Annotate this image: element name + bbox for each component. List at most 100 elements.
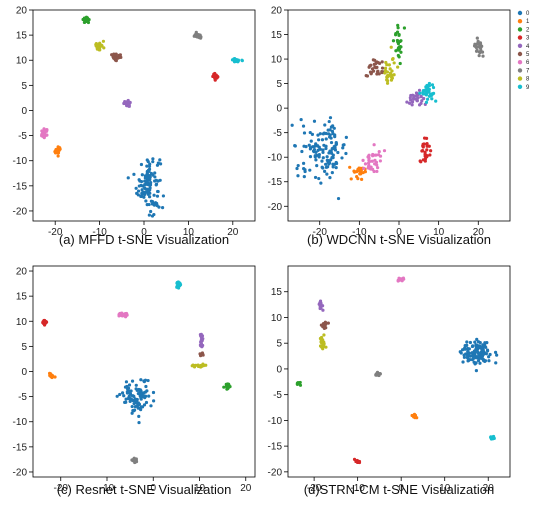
- cluster-0-point: [323, 169, 327, 173]
- cluster-0-point: [136, 189, 141, 193]
- cluster-0-point: [316, 133, 320, 137]
- cluster-0-point: [494, 361, 498, 365]
- x-tick-label: 10: [194, 483, 206, 494]
- cluster-4-point: [411, 97, 416, 101]
- cluster-0-point: [143, 176, 147, 180]
- y-tick-label: 0: [21, 367, 27, 378]
- panel-2-points: [290, 23, 485, 201]
- cluster-0-point: [115, 394, 119, 398]
- cluster-1-point: [48, 373, 52, 378]
- cluster-6-point: [42, 129, 46, 133]
- cluster-0-point: [328, 128, 332, 132]
- cluster-4-point: [320, 304, 325, 308]
- cluster-0-point: [137, 402, 142, 406]
- cluster-0-point: [142, 403, 147, 407]
- cluster-2-point: [395, 30, 400, 34]
- y-tick-label: 20: [271, 6, 283, 17]
- cluster-5-point: [373, 58, 377, 62]
- cluster-0-point: [480, 349, 484, 353]
- cluster-3-point: [423, 150, 427, 154]
- cluster-0-point: [307, 143, 311, 147]
- cluster-0-point: [149, 209, 153, 214]
- cluster-1-point: [50, 375, 55, 379]
- legend-label-2: 2: [526, 27, 530, 33]
- cluster-0-point: [132, 172, 136, 176]
- panel-3: -20 -10 0 10 20 -20 -15 -10 -5 0 5 10 15 20 (c) Resnet…: [13, 265, 256, 497]
- cluster-0-point: [136, 406, 140, 410]
- panel-1-points: [40, 15, 244, 218]
- cluster-0-point: [145, 171, 149, 176]
- cluster-7-point: [481, 54, 485, 58]
- y-tick-label: 5: [276, 339, 282, 350]
- cluster-0-point: [334, 160, 338, 165]
- cluster-0-point: [461, 348, 465, 352]
- cluster-0-point: [329, 125, 333, 129]
- cluster-0-point: [341, 146, 345, 150]
- cluster-2-point: [222, 385, 226, 389]
- cluster-0-point: [136, 391, 140, 396]
- cluster-0-point: [127, 383, 132, 387]
- cluster-0-point: [326, 165, 330, 169]
- cluster-8-point: [389, 78, 394, 82]
- cluster-3-point: [421, 144, 425, 148]
- cluster-0-point: [474, 369, 478, 373]
- cluster-0-point: [321, 132, 325, 136]
- cluster-0-point: [344, 151, 348, 156]
- cluster-9-point: [431, 85, 436, 90]
- cluster-9-point: [177, 281, 181, 285]
- cluster-0-point: [344, 135, 348, 139]
- y-tick-label: -5: [273, 128, 282, 139]
- cluster-0-point: [139, 194, 143, 198]
- cluster-8-point: [196, 364, 201, 369]
- cluster-2-point: [397, 46, 401, 50]
- cluster-0-point: [330, 171, 334, 175]
- x-tick-label: 20: [227, 227, 239, 238]
- cluster-0-point: [152, 203, 157, 207]
- x-tick-label: 20: [483, 483, 495, 494]
- x-tick-label: 20: [473, 227, 485, 238]
- cluster-2-point: [83, 20, 87, 24]
- cluster-0-point: [139, 407, 143, 412]
- cluster-0-point: [151, 157, 155, 161]
- cluster-9-point: [427, 84, 431, 88]
- cluster-6-point: [372, 143, 376, 147]
- cluster-0-point: [308, 130, 312, 135]
- cluster-1-point: [356, 167, 360, 172]
- y-tick-label: -15: [13, 442, 28, 453]
- cluster-3-point: [421, 149, 425, 153]
- cluster-0-point: [333, 134, 337, 139]
- cluster-0-point: [146, 378, 150, 383]
- cluster-0-point: [147, 394, 151, 398]
- cluster-0-point: [495, 353, 499, 357]
- cluster-6-point: [367, 153, 371, 157]
- cluster-0-point: [485, 348, 490, 352]
- y-tick-label: 0: [276, 364, 282, 375]
- y-tick-label: -15: [13, 181, 28, 192]
- cluster-9-point: [429, 93, 434, 97]
- cluster-7-point: [133, 458, 137, 462]
- cluster-6-point: [117, 314, 121, 318]
- cluster-0-point: [323, 123, 327, 127]
- legend-marker-1: [517, 19, 523, 24]
- cluster-0-point: [139, 162, 144, 167]
- cluster-0-point: [153, 171, 157, 175]
- cluster-0-point: [302, 161, 306, 165]
- cluster-0-point: [473, 350, 478, 354]
- cluster-5-point: [374, 62, 378, 66]
- legend-label-9: 9: [526, 85, 530, 91]
- cluster-0-point: [132, 401, 136, 406]
- cluster-0-point: [310, 132, 315, 136]
- cluster-0-point: [327, 161, 332, 165]
- cluster-9-point: [434, 99, 438, 103]
- cluster-3-point: [429, 149, 433, 153]
- cluster-0-point: [478, 340, 482, 345]
- cluster-0-point: [311, 145, 315, 149]
- cluster-0-point: [125, 384, 129, 389]
- cluster-0-point: [144, 400, 149, 405]
- y-tick-label: -20: [13, 206, 28, 217]
- cluster-8-point: [388, 67, 392, 71]
- cluster-6-point: [40, 129, 44, 133]
- cluster-0-point: [144, 384, 148, 389]
